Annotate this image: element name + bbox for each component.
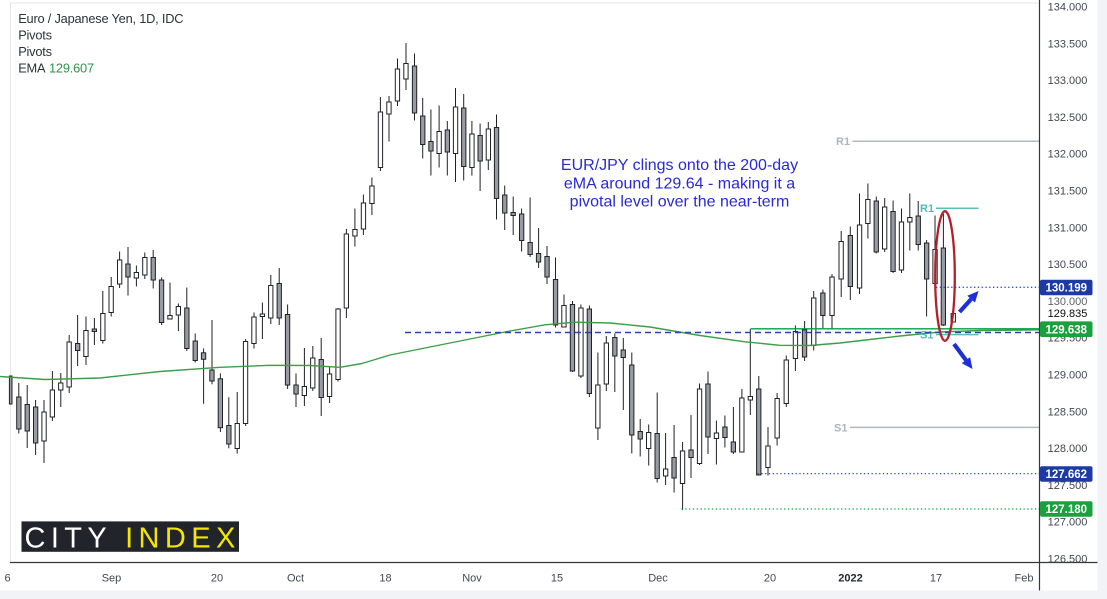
svg-text:EMA: EMA xyxy=(18,61,46,76)
svg-text:134.000: 134.000 xyxy=(1048,2,1088,14)
svg-text:17: 17 xyxy=(930,572,942,584)
svg-text:Nov: Nov xyxy=(462,572,482,584)
svg-text:130.000: 130.000 xyxy=(1048,296,1088,308)
svg-text:127.662: 127.662 xyxy=(1046,469,1088,481)
svg-text:131.000: 131.000 xyxy=(1048,222,1088,234)
svg-text:eMA around 129.64 - making it: eMA around 129.64 - making it a xyxy=(564,175,795,192)
svg-text:20: 20 xyxy=(211,572,223,584)
svg-text:Dec: Dec xyxy=(648,572,668,584)
svg-text:129.607: 129.607 xyxy=(49,61,94,76)
svg-text:132.000: 132.000 xyxy=(1048,149,1088,161)
svg-text:Euro / Japanese Yen, 1D, IDC: Euro / Japanese Yen, 1D, IDC xyxy=(18,11,183,26)
svg-text:CITY INDEX: CITY INDEX xyxy=(25,522,241,554)
svg-text:EUR/JPY clings onto the 200-da: EUR/JPY clings onto the 200-day xyxy=(561,157,798,174)
svg-text:130.500: 130.500 xyxy=(1048,259,1088,271)
svg-text:131.500: 131.500 xyxy=(1048,186,1088,198)
svg-text:126.500: 126.500 xyxy=(1048,554,1088,566)
svg-text:pivotal level over the near-te: pivotal level over the near-term xyxy=(570,193,790,210)
svg-text:Oct: Oct xyxy=(287,572,304,584)
svg-text:128.000: 128.000 xyxy=(1048,443,1088,455)
svg-text:18: 18 xyxy=(379,572,391,584)
svg-text:R1: R1 xyxy=(836,136,850,148)
svg-text:15: 15 xyxy=(551,572,563,584)
svg-text:6: 6 xyxy=(4,572,10,584)
svg-text:129.835: 129.835 xyxy=(1048,308,1088,320)
svg-text:127.180: 127.180 xyxy=(1046,504,1088,516)
svg-text:132.500: 132.500 xyxy=(1048,112,1088,124)
svg-text:20: 20 xyxy=(764,572,776,584)
svg-text:Feb: Feb xyxy=(1015,572,1034,584)
svg-text:Pivots: Pivots xyxy=(18,28,52,43)
svg-text:130.199: 130.199 xyxy=(1046,283,1088,295)
svg-text:129.638: 129.638 xyxy=(1046,324,1088,336)
svg-text:127.500: 127.500 xyxy=(1048,480,1088,492)
svg-text:2022: 2022 xyxy=(838,572,862,584)
svg-text:R1: R1 xyxy=(920,203,934,215)
svg-text:133.500: 133.500 xyxy=(1048,38,1088,50)
svg-text:128.500: 128.500 xyxy=(1048,406,1088,418)
svg-text:Pivots: Pivots xyxy=(18,44,52,59)
svg-text:129.000: 129.000 xyxy=(1048,370,1088,382)
svg-text:S1: S1 xyxy=(834,422,847,434)
svg-text:127.000: 127.000 xyxy=(1048,517,1088,529)
svg-text:Sep: Sep xyxy=(102,572,122,584)
svg-text:133.000: 133.000 xyxy=(1048,75,1088,87)
svg-text:S1: S1 xyxy=(920,330,933,342)
